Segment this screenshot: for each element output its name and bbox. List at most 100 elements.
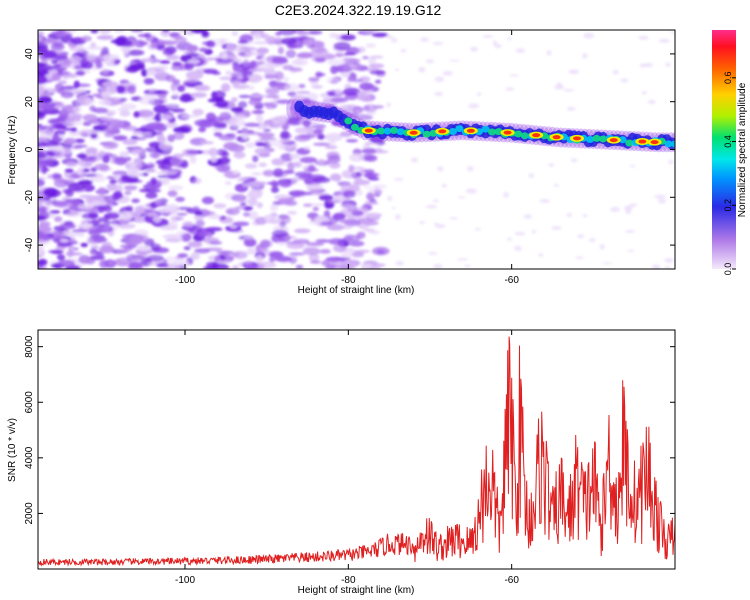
heatmap-cell xyxy=(205,227,223,232)
heatmap-cell xyxy=(146,254,164,262)
heatmap-cell xyxy=(507,37,512,41)
heatmap-cell xyxy=(664,257,674,264)
heatmap-cell xyxy=(335,88,342,95)
heatmap-cell xyxy=(158,142,173,151)
ridge-mid xyxy=(390,127,399,134)
heatmap-cell xyxy=(173,153,185,158)
heatmap-cell xyxy=(287,91,297,97)
heatmap-cell xyxy=(77,203,93,210)
heatmap-cell xyxy=(340,34,356,41)
heatmap-cell xyxy=(276,99,292,104)
heatmap-cell xyxy=(248,99,257,106)
heatmap-cell xyxy=(448,59,461,62)
heatmap-cell xyxy=(160,162,172,170)
heatmap-cell xyxy=(295,264,304,269)
heatmap-cell xyxy=(262,102,274,107)
heatmap-cell xyxy=(113,30,125,33)
heatmap-cell xyxy=(362,144,371,149)
heatmap-cell xyxy=(40,206,47,212)
heatmap-cell xyxy=(334,265,351,269)
heatmap-cell xyxy=(98,30,112,34)
heatmap-cell xyxy=(570,158,578,163)
heatmap-cell xyxy=(157,207,173,214)
heatmap-cell xyxy=(136,109,155,118)
heatmap-cell xyxy=(223,142,239,151)
heatmap-cell xyxy=(69,174,80,180)
heatmap-cell xyxy=(154,149,164,154)
heatmap-cell xyxy=(258,261,277,269)
heatmap-cell xyxy=(206,40,216,48)
heatmap-cell xyxy=(249,60,257,69)
heatmap-cell xyxy=(349,153,364,162)
heatmap-cell xyxy=(372,105,385,109)
ridge-halo xyxy=(286,98,297,119)
heatmap-cell xyxy=(362,30,380,33)
heatmap-cell xyxy=(340,203,356,210)
heatmap-cell xyxy=(482,34,494,38)
heatmap-cell xyxy=(182,148,198,157)
heatmap-cell xyxy=(359,82,374,91)
heatmap-cell xyxy=(131,198,140,204)
heatmap-cell xyxy=(563,88,575,92)
heatmap-cell xyxy=(109,213,119,219)
heatmap-cell xyxy=(230,72,238,80)
heatmap-cell xyxy=(221,52,228,60)
heatmap-cell xyxy=(172,259,190,267)
heatmap-cell xyxy=(233,151,246,159)
heatmap-cell xyxy=(109,179,117,184)
heatmap-cell xyxy=(374,187,381,191)
heatmap-cell xyxy=(410,157,419,163)
heatmap-cell xyxy=(99,259,110,269)
heatmap-cell xyxy=(476,92,482,96)
heatmap-cell xyxy=(279,181,292,188)
heatmap-cell xyxy=(641,91,648,95)
heatmap-cell xyxy=(620,78,629,83)
heatmap-cell xyxy=(418,66,426,73)
heatmap-cell xyxy=(177,230,186,236)
heatmap-cell xyxy=(437,166,444,172)
heatmap-cell xyxy=(356,91,368,95)
heatmap-cell xyxy=(328,238,346,245)
heatmap-cell xyxy=(327,59,346,66)
ridge-mid xyxy=(586,136,595,143)
heatmap-cell xyxy=(78,232,85,237)
heatmap-cell xyxy=(60,91,74,99)
heatmap-cell xyxy=(58,109,69,119)
heatmap-cell xyxy=(38,140,47,148)
heatmap-cell xyxy=(243,122,260,127)
heatmap-cell xyxy=(317,159,326,165)
heatmap-cell xyxy=(238,94,251,99)
heatmap-cell xyxy=(57,146,74,154)
heatmap-cell xyxy=(92,237,108,243)
ridge-mid xyxy=(396,128,405,136)
heatmap-cell xyxy=(333,244,347,253)
top-x-tick-label: -60 xyxy=(504,275,519,286)
heatmap-cell xyxy=(177,253,188,258)
heatmap-cell xyxy=(308,253,320,262)
heatmap-cell xyxy=(156,262,169,268)
heatmap-cell xyxy=(514,231,526,236)
heatmap-cell xyxy=(231,114,246,120)
heatmap-cell xyxy=(319,249,331,254)
heatmap-cell xyxy=(149,152,161,158)
heatmap-cell xyxy=(133,157,145,164)
heatmap-cell xyxy=(182,221,194,228)
heatmap-cell xyxy=(120,244,137,249)
heatmap-cell xyxy=(162,48,175,56)
heatmap-cell xyxy=(291,193,301,198)
heatmap-cell xyxy=(64,168,74,173)
heatmap-cell xyxy=(137,33,149,38)
heatmap-cell xyxy=(187,59,200,64)
heatmap-cell xyxy=(312,176,331,183)
heatmap-cell xyxy=(67,182,85,192)
heatmap-cell xyxy=(85,52,96,60)
heatmap-cell xyxy=(244,264,258,269)
bottom-x-tick-label: -60 xyxy=(504,575,519,586)
heatmap-cell xyxy=(181,114,200,118)
heatmap-cell xyxy=(189,156,197,164)
heatmap-cell xyxy=(205,232,213,238)
heatmap-cell xyxy=(338,219,352,224)
heatmap-cell xyxy=(231,31,239,37)
heatmap-cell xyxy=(197,121,214,128)
heatmap-cell xyxy=(360,263,373,268)
